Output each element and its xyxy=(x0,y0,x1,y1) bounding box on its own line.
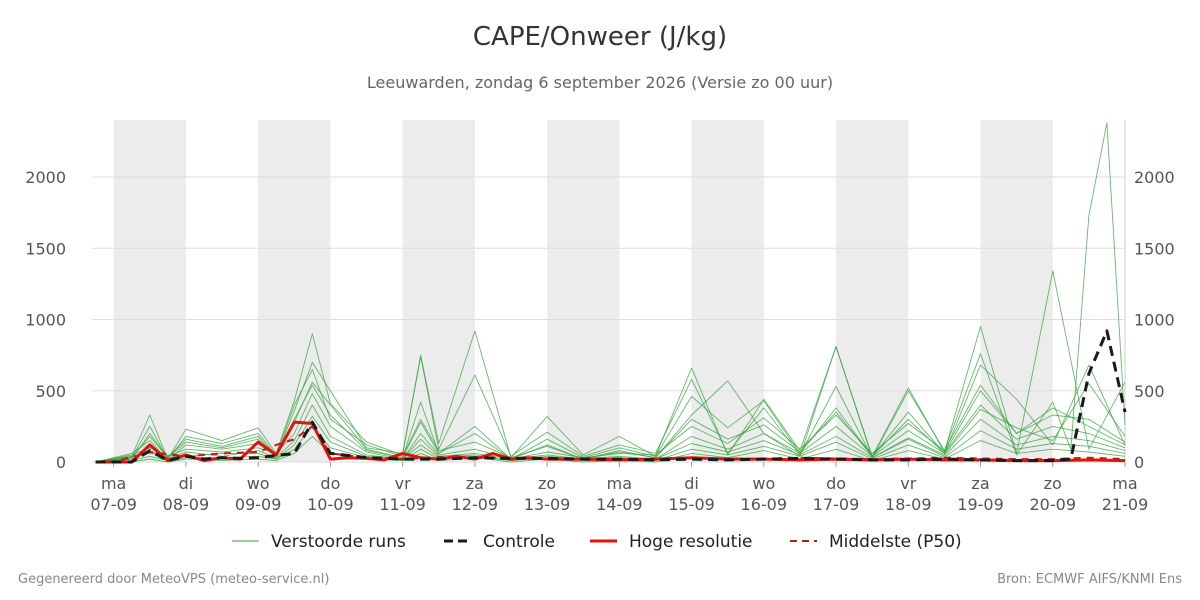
x-axis: ma 07-09 di 08-09 wo 09-09 do 10-09 vr 11-09 za 12-… xyxy=(90,462,1148,514)
legend-label-3: Middelste (P50) xyxy=(829,532,962,552)
y-axis-right: 0 500 1000 1500 2000 xyxy=(1134,168,1175,472)
x-tick-date: 17-09 xyxy=(813,495,860,514)
chart-title: CAPE/Onweer (J/kg) xyxy=(472,22,728,52)
chart-subtitle: Leeuwarden, zondag 6 september 2026 (Ver… xyxy=(366,73,834,92)
x-tick-day: ma xyxy=(1112,474,1137,493)
x-tick-day: wo xyxy=(247,474,270,493)
ensemble-member-line-2 xyxy=(95,364,1126,463)
y-tick-label-right: 1000 xyxy=(1134,311,1175,330)
x-tick-date: 14-09 xyxy=(596,495,643,514)
y-tick-label-right: 2000 xyxy=(1134,168,1175,187)
y-tick-label-right: 1500 xyxy=(1134,239,1175,258)
x-tick-date: 07-09 xyxy=(90,495,137,514)
grid-lines xyxy=(92,120,1126,463)
x-tick-day: do xyxy=(320,474,340,493)
x-tick-day: ma xyxy=(101,474,126,493)
y-tick-label-right: 500 xyxy=(1134,382,1165,401)
y-tick-label-left: 1500 xyxy=(25,239,66,258)
x-tick-day: zo xyxy=(1044,474,1062,493)
weekend-bands xyxy=(113,120,1053,462)
x-tick-day: di xyxy=(684,474,699,493)
x-tick-day: vr xyxy=(900,474,916,493)
y-tick-label-left: 0 xyxy=(56,453,66,472)
y-tick-label-right: 0 xyxy=(1134,453,1144,472)
x-tick-day: za xyxy=(466,474,484,493)
ensemble-member-line-4 xyxy=(95,384,1126,463)
x-tick-date: 16-09 xyxy=(741,495,788,514)
series-line-controle xyxy=(95,329,1127,464)
y-tick-label-left: 1000 xyxy=(25,311,66,330)
shaded-band-6 xyxy=(980,120,1053,462)
legend: Verstoorde runs Controle Hoge resolutie Mid… xyxy=(232,532,962,552)
x-tick-date: 09-09 xyxy=(235,495,282,514)
x-tick-date: 20-09 xyxy=(1030,495,1077,514)
x-tick-day: zo xyxy=(538,474,556,493)
x-tick-date: 18-09 xyxy=(885,495,932,514)
x-tick-date: 08-09 xyxy=(163,495,210,514)
x-tick-day: za xyxy=(971,474,989,493)
x-tick-day: do xyxy=(826,474,846,493)
legend-label-0: Verstoorde runs xyxy=(271,532,406,552)
x-tick-day: wo xyxy=(752,474,775,493)
legend-label-1: Controle xyxy=(483,532,555,552)
shaded-band-0 xyxy=(113,120,186,462)
x-tick-day: di xyxy=(179,474,194,493)
legend-label-2: Hoge resolutie xyxy=(629,532,753,552)
shaded-band-3 xyxy=(547,120,620,462)
shaded-band-2 xyxy=(402,120,475,462)
ensemble-member-line-8 xyxy=(95,384,1126,463)
y-axis-left: 0 500 1000 1500 2000 xyxy=(25,168,66,472)
x-tick-date: 10-09 xyxy=(307,495,354,514)
main-series xyxy=(95,329,1127,464)
footer-generated-by: Gegenereerd door MeteoVPS (meteo-service… xyxy=(18,572,330,587)
footer-source: Bron: ECMWF AIFS/KNMI Ens xyxy=(997,572,1182,587)
x-tick-date: 12-09 xyxy=(452,495,499,514)
x-tick-date: 19-09 xyxy=(957,495,1004,514)
x-tick-date: 13-09 xyxy=(524,495,571,514)
shaded-band-4 xyxy=(691,120,764,462)
y-tick-label-left: 2000 xyxy=(25,168,66,187)
x-tick-date: 21-09 xyxy=(1102,495,1149,514)
x-tick-day: ma xyxy=(607,474,632,493)
x-tick-date: 11-09 xyxy=(379,495,426,514)
y-tick-label-left: 500 xyxy=(35,382,66,401)
x-tick-date: 15-09 xyxy=(668,495,715,514)
x-tick-day: vr xyxy=(395,474,411,493)
